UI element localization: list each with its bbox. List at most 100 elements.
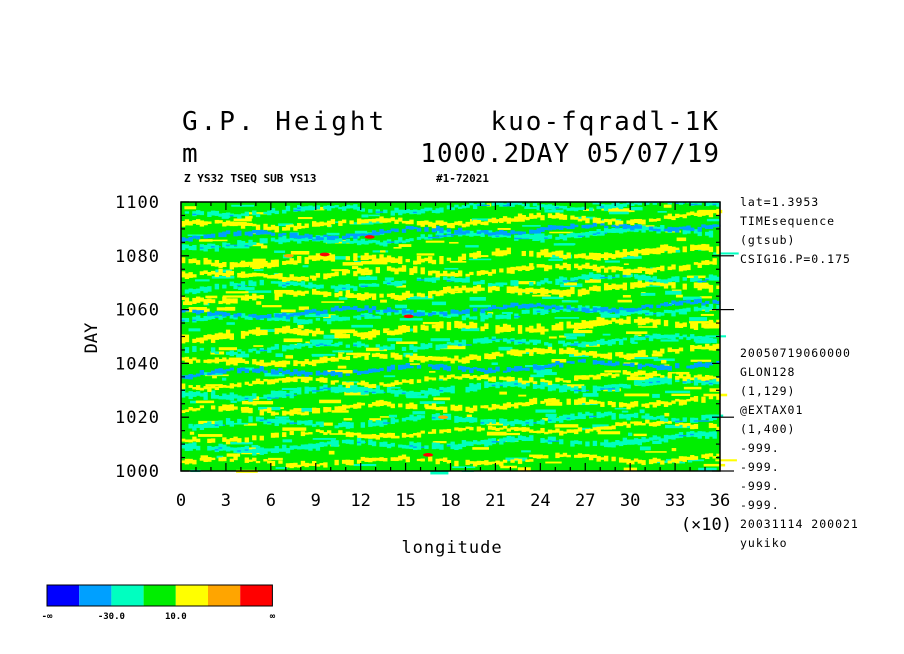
heatmap-cell: [446, 230, 452, 237]
heatmap-cell: [240, 367, 246, 372]
heatmap-cell: [214, 245, 220, 252]
heatmap-cell: [356, 382, 362, 385]
heatmap-cell: [282, 326, 287, 334]
heatmap-cell: [656, 436, 661, 440]
heatmap-cell: [439, 356, 444, 361]
heatmap-cell: [282, 439, 293, 443]
heatmap-cell: [304, 343, 309, 346]
heatmap-cell: [559, 213, 564, 220]
heatmap-cell: [449, 260, 467, 263]
heatmap-cell: [446, 460, 452, 464]
heatmap-cell: [229, 392, 235, 401]
heatmap-cell: [210, 334, 216, 343]
heatmap-cell: [330, 386, 336, 393]
heatmap-cell: [278, 281, 283, 287]
heatmap-cell: [368, 233, 373, 237]
heatmap-cell: [645, 202, 650, 205]
heatmap-cell: [663, 228, 669, 232]
heatmap-cell: [529, 234, 534, 240]
heatmap-cell: [551, 304, 556, 308]
heatmap-cell: [499, 353, 504, 357]
heatmap-cell: [188, 423, 193, 429]
heatmap-cell: [709, 388, 721, 392]
heatmap-cell: [420, 343, 425, 350]
heatmap-cell: [577, 376, 583, 380]
heatmap-cell: [237, 447, 242, 454]
heatmap-cell: [267, 231, 272, 235]
heatmap-cell: [648, 363, 654, 367]
heatmap-cell: [450, 374, 455, 378]
heatmap-cell: [476, 231, 482, 234]
y-tick-label: 1000: [115, 462, 160, 482]
heatmap-cell: [225, 351, 231, 355]
heatmap-cell: [240, 213, 246, 216]
heatmap-cell: [326, 318, 332, 325]
heatmap-cell: [334, 236, 339, 243]
heatmap-cell: [461, 231, 467, 235]
heatmap-cell: [255, 460, 261, 464]
heatmap-cell: [461, 285, 467, 291]
heatmap-cell: [345, 233, 351, 239]
heatmap-cell: [705, 202, 710, 207]
heatmap-cell: [652, 333, 657, 339]
heatmap-cell: [184, 206, 197, 210]
heatmap-cell: [420, 390, 425, 394]
heatmap-cell: [581, 341, 586, 348]
heatmap-cell: [510, 436, 515, 443]
heatmap-cell: [712, 344, 717, 351]
heatmap-cell: [199, 337, 205, 344]
heatmap-cell: [622, 308, 628, 311]
heatmap-cell: [611, 374, 616, 379]
heatmap-cell: [686, 225, 691, 231]
heatmap-cell: [360, 238, 366, 245]
heatmap-cell: [308, 329, 313, 334]
heatmap-cell: [214, 368, 220, 374]
heatmap-cell: [566, 342, 571, 346]
heatmap-cell: [476, 204, 490, 207]
heatmap-cell: [618, 422, 624, 427]
heatmap-cell: [536, 365, 541, 371]
side-info-line: (gtsub): [740, 233, 795, 247]
heatmap-cell: [480, 375, 485, 379]
heatmap-cell: [529, 325, 534, 333]
heatmap-cell: [607, 411, 613, 416]
heatmap-cell: [499, 438, 504, 445]
heatmap-cell: [570, 413, 575, 420]
heatmap-cell: [184, 347, 190, 354]
heatmap-cell: [319, 291, 324, 295]
heatmap-cell: [274, 259, 279, 267]
heatmap-cell: [652, 371, 657, 377]
heatmap-cell: [540, 400, 545, 404]
heatmap-cell: [697, 213, 702, 217]
heatmap-cell: [248, 416, 253, 423]
heatmap-cell: [210, 457, 216, 461]
heatmap-cell: [544, 364, 549, 368]
heatmap-cell: [225, 212, 231, 218]
heatmap-cell: [214, 311, 220, 316]
heatmap-cell: [401, 220, 407, 224]
heatmap-cell: [596, 411, 601, 419]
heatmap-cell: [409, 390, 414, 396]
heatmap-cell: [300, 281, 306, 287]
heatmap-cell: [525, 341, 530, 345]
heatmap-cell: [502, 377, 508, 381]
heatmap-cell: [222, 384, 227, 388]
heatmap-cell: [345, 334, 351, 339]
heatmap-cell: [349, 432, 354, 438]
heatmap-cell: [637, 280, 642, 288]
heatmap-cell: [521, 203, 526, 207]
heatmap-cell: [420, 220, 425, 227]
heatmap-cell: [536, 384, 541, 389]
heatmap-cell: [656, 311, 661, 317]
heatmap-cell: [218, 232, 223, 238]
heatmap-cell: [237, 272, 242, 278]
heatmap-cell: [600, 222, 605, 226]
heatmap-cell: [203, 244, 208, 252]
heatmap-cell: [452, 466, 476, 469]
heatmap-cell: [566, 398, 571, 405]
heatmap-cell: [461, 417, 467, 423]
heatmap-cell: [697, 280, 707, 283]
heatmap-cell: [353, 294, 358, 298]
heatmap-cell: [363, 272, 372, 276]
heatmap-cell: [686, 228, 691, 234]
